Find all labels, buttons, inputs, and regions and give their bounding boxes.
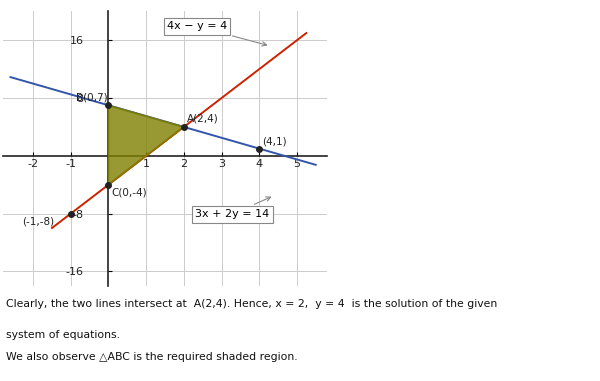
Text: (4,1): (4,1): [262, 136, 287, 146]
Text: Clearly, the two lines intersect at  A(2,4). Hence, x = 2,  y = 4  is the soluti: Clearly, the two lines intersect at A(2,…: [6, 299, 497, 309]
Text: (-1,-8): (-1,-8): [22, 216, 54, 226]
Polygon shape: [109, 105, 184, 185]
Text: system of equations.: system of equations.: [6, 330, 120, 339]
Text: 3x + 2y = 14: 3x + 2y = 14: [195, 197, 271, 219]
Text: A(2,4): A(2,4): [187, 114, 218, 124]
Text: We also observe △ABC is the required shaded region.: We also observe △ABC is the required sha…: [6, 352, 298, 362]
Text: 4x − y = 4: 4x − y = 4: [167, 21, 266, 46]
Text: B(0,7): B(0,7): [76, 93, 108, 103]
Text: C(0,-4): C(0,-4): [112, 187, 147, 197]
